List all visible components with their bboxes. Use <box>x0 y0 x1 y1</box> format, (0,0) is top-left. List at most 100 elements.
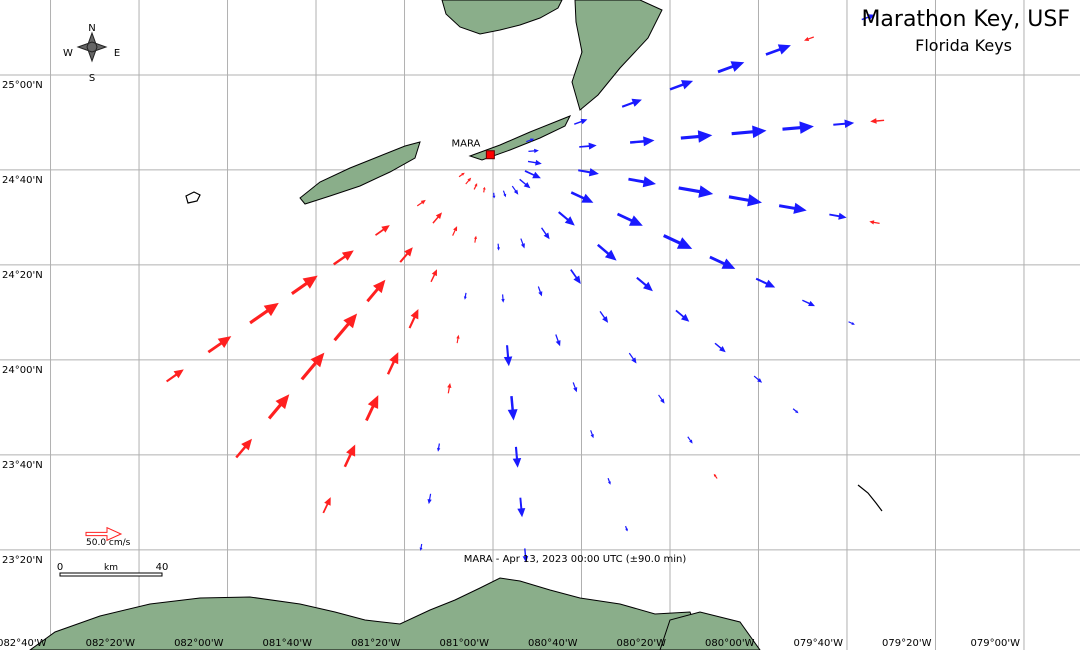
compass-n: N <box>88 23 95 34</box>
current-vector <box>507 396 518 421</box>
current-vector <box>792 408 799 414</box>
current-vector <box>713 473 718 479</box>
lon-label: 080°00'W <box>705 638 755 649</box>
current-vector <box>802 299 815 307</box>
upper-keys <box>571 0 663 111</box>
land <box>29 0 883 650</box>
current-vector <box>579 142 597 150</box>
middle-keys <box>468 115 572 161</box>
current-vectors <box>166 14 885 563</box>
lon-label: 080°20'W <box>617 638 667 649</box>
station-label: MARA <box>451 139 480 150</box>
current-vector <box>870 118 885 124</box>
current-vector <box>512 446 522 468</box>
current-vector <box>572 382 578 393</box>
station: MARA <box>451 139 495 160</box>
current-vector <box>541 227 550 240</box>
lon-label: 081°20'W <box>351 638 401 649</box>
current-vector <box>375 225 390 236</box>
current-vector <box>456 334 460 344</box>
lon-label: 079°00'W <box>971 638 1021 649</box>
current-vector <box>386 352 399 375</box>
current-vector <box>833 119 855 128</box>
current-vector <box>501 294 505 303</box>
current-vector <box>765 44 791 56</box>
current-vector <box>473 183 478 190</box>
lat-label: 25°00'N <box>2 80 43 91</box>
current-vector <box>249 302 279 325</box>
current-vector <box>474 235 477 243</box>
current-vector <box>687 436 693 444</box>
current-vector <box>416 199 426 207</box>
current-vector <box>365 395 379 422</box>
current-vector <box>678 185 714 198</box>
current-vector <box>526 138 535 143</box>
subtitle: Florida Keys <box>915 36 1012 55</box>
caption: MARA - Apr 13, 2023 00:00 UTC (±90.0 min… <box>464 554 687 565</box>
current-vector <box>717 61 745 74</box>
current-vector <box>782 121 814 134</box>
lon-label: 079°40'W <box>794 638 844 649</box>
current-vector <box>616 212 643 226</box>
lon-label: 080°40'W <box>528 638 578 649</box>
cuba <box>29 577 706 650</box>
compass-s: S <box>89 73 95 84</box>
legend: 50.0 cm/s 0 40 km <box>57 526 169 577</box>
current-vector <box>511 185 519 195</box>
current-vector <box>628 176 656 188</box>
current-vector <box>458 172 465 178</box>
current-vector <box>322 497 331 514</box>
current-vector <box>636 276 653 292</box>
current-vector <box>630 136 655 147</box>
scale-arrow <box>85 526 123 542</box>
longitude-labels: 082°40'W 082°20'W 082°00'W 081°40'W 081°20'W… <box>0 638 1020 649</box>
lon-label: 081°40'W <box>263 638 313 649</box>
current-vector <box>669 80 694 91</box>
current-vector <box>663 234 693 249</box>
current-vector <box>861 14 875 21</box>
title: Marathon Key, USF <box>861 7 1070 32</box>
lat-label: 24°40'N <box>2 175 43 186</box>
islet <box>185 191 883 512</box>
current-vector <box>408 309 419 329</box>
current-vector <box>524 170 541 179</box>
current-vector <box>537 286 543 297</box>
current-vector <box>829 212 847 220</box>
lon-label: 082°00'W <box>174 638 224 649</box>
current-vector <box>447 383 452 394</box>
current-vector <box>731 125 767 139</box>
current-vector <box>621 98 642 108</box>
current-vector <box>527 159 542 166</box>
current-vector <box>517 497 526 518</box>
current-vector <box>755 277 776 288</box>
lat-label: 24°00'N <box>2 365 43 376</box>
current-vector <box>558 211 575 226</box>
current-vector <box>502 190 507 198</box>
current-vector <box>291 275 318 295</box>
current-vector <box>235 438 252 459</box>
current-vector <box>607 478 611 485</box>
current-vector <box>427 493 432 505</box>
current-vector <box>419 543 423 551</box>
scale-bar-label: 0 <box>57 562 63 573</box>
current-vector <box>590 430 594 439</box>
current-vector <box>597 243 617 261</box>
lon-label: 082°20'W <box>86 638 136 649</box>
current-vector <box>709 255 736 269</box>
station-marker <box>485 150 495 160</box>
current-vector <box>778 202 807 214</box>
scale-bar-unit: km <box>104 563 118 573</box>
current-vector <box>503 345 513 367</box>
current-vector <box>520 238 525 249</box>
lon-label: 079°20'W <box>882 638 932 649</box>
compass-e: E <box>114 48 120 59</box>
scale-arrow-label: 50.0 cm/s <box>86 538 131 548</box>
scale-bar-label: 40 <box>156 562 169 573</box>
compass-w: W <box>63 48 73 59</box>
current-vector <box>492 192 496 199</box>
lat-label: 24°20'N <box>2 270 43 281</box>
lat-label: 23°40'N <box>2 460 43 471</box>
current-vector <box>452 226 458 236</box>
current-vector <box>166 369 184 383</box>
